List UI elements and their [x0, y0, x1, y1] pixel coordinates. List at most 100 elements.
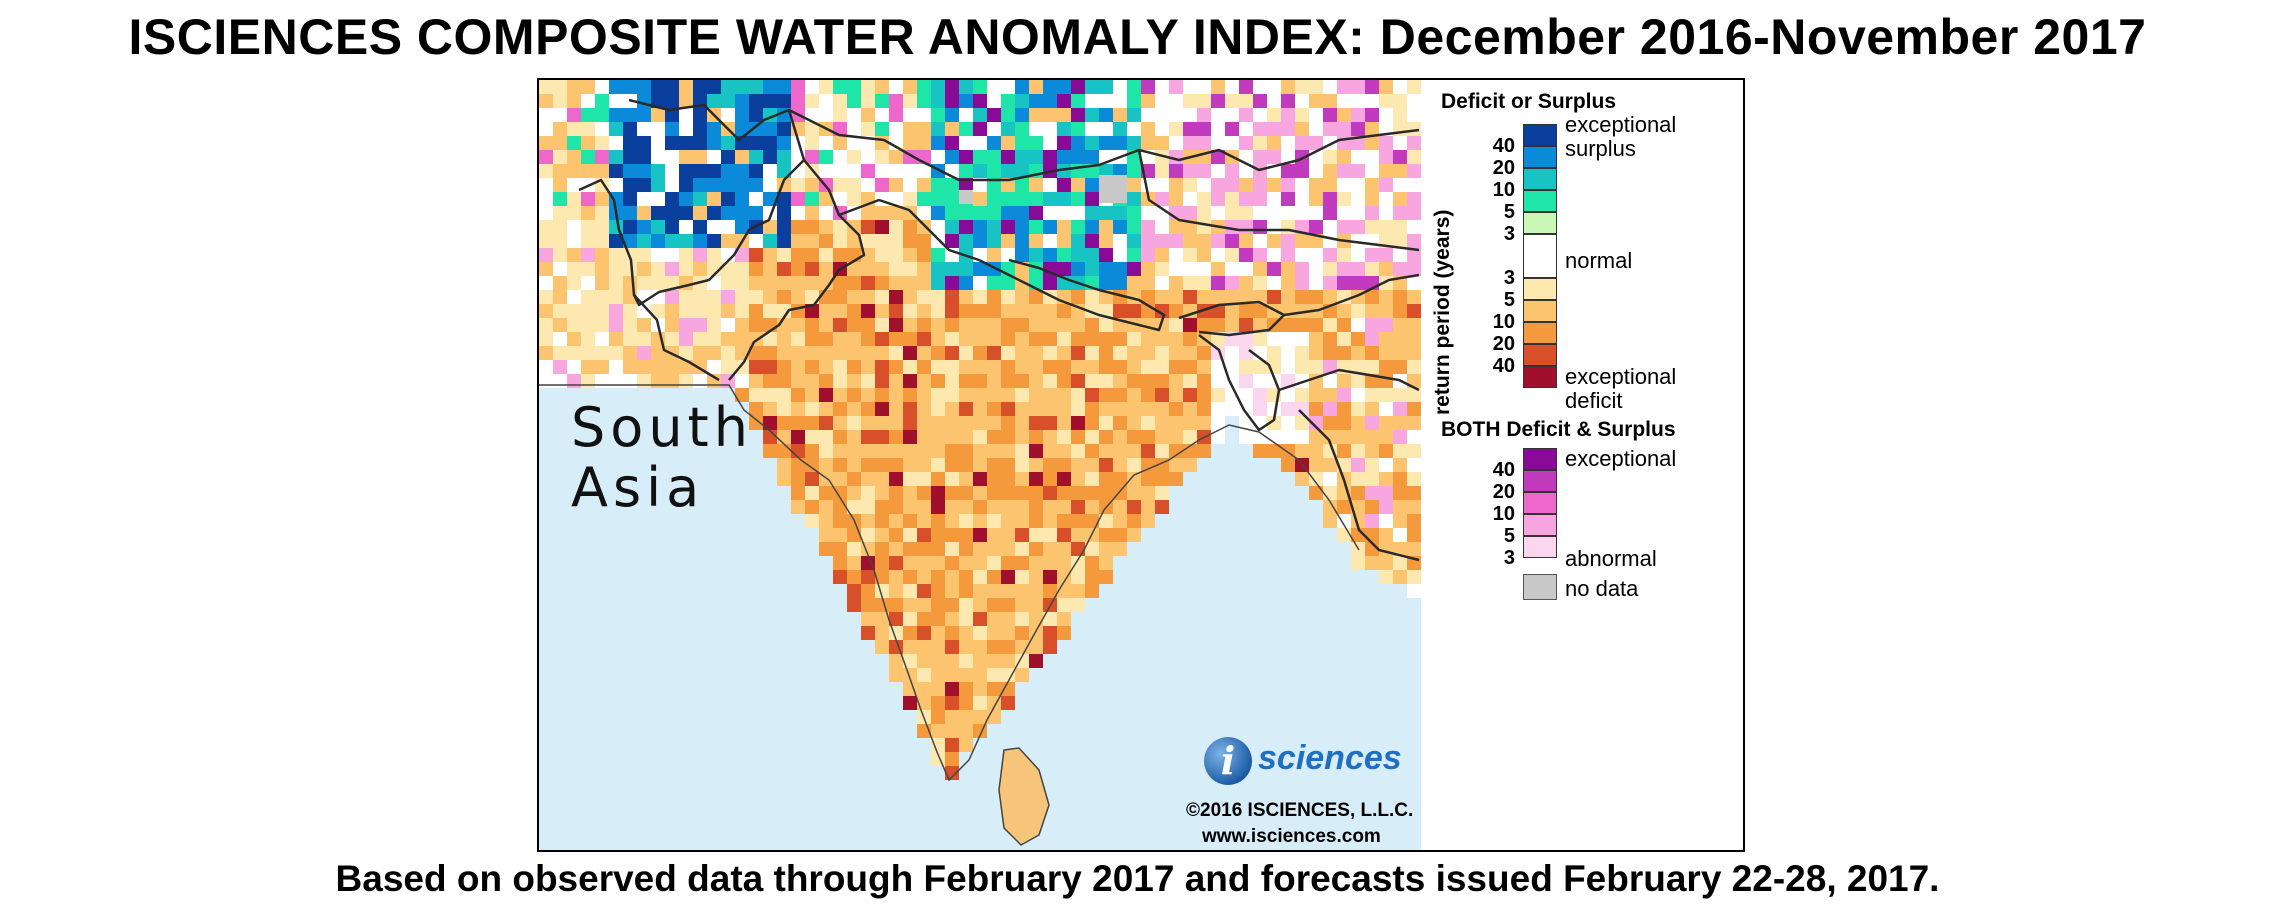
anomaly-cell [567, 164, 581, 178]
anomaly-cell [567, 136, 581, 150]
anomaly-cell [847, 164, 861, 178]
anomaly-cell [609, 94, 623, 108]
anomaly-cell [567, 192, 581, 206]
anomaly-cell [917, 458, 931, 472]
anomaly-cell [959, 304, 973, 318]
anomaly-cell [959, 444, 973, 458]
isciences-logo[interactable]: i sciences [1204, 735, 1464, 795]
anomaly-cell [1407, 570, 1421, 584]
anomaly-cell [889, 206, 903, 220]
anomaly-cell [581, 276, 595, 290]
anomaly-cell [1043, 500, 1057, 514]
anomaly-cell [1057, 388, 1071, 402]
anomaly-cell [1057, 122, 1071, 136]
anomaly-cell [553, 360, 567, 374]
anomaly-cell [945, 150, 959, 164]
anomaly-cell [1001, 318, 1015, 332]
anomaly-cell [833, 430, 847, 444]
border-afghanistan-pakistan [628, 98, 806, 307]
anomaly-cell [959, 430, 973, 444]
anomaly-cell [763, 304, 777, 318]
anomaly-cell [665, 206, 679, 220]
anomaly-cell [1267, 192, 1281, 206]
anomaly-cell [1085, 360, 1099, 374]
anomaly-cell [819, 430, 833, 444]
anomaly-cell [1281, 122, 1295, 136]
anomaly-cell [959, 234, 973, 248]
anomaly-cell [581, 150, 595, 164]
anomaly-cell [777, 234, 791, 248]
website-link[interactable]: www.isciences.com [1202, 826, 1381, 847]
anomaly-cell [1043, 220, 1057, 234]
anomaly-cell [553, 332, 567, 346]
anomaly-cell [1113, 304, 1127, 318]
anomaly-cell [1323, 472, 1337, 486]
anomaly-cell [917, 570, 931, 584]
anomaly-cell [777, 472, 791, 486]
anomaly-cell [875, 164, 889, 178]
anomaly-cell [1113, 108, 1127, 122]
anomaly-cell [917, 192, 931, 206]
anomaly-cell [1057, 192, 1071, 206]
anomaly-cell [1127, 486, 1141, 500]
anomaly-cell [945, 752, 959, 766]
anomaly-cell [1407, 444, 1421, 458]
anomaly-cell [945, 668, 959, 682]
anomaly-cell [1351, 304, 1365, 318]
anomaly-cell [875, 346, 889, 360]
anomaly-cell [721, 206, 735, 220]
anomaly-cell [819, 486, 833, 500]
anomaly-cell [959, 276, 973, 290]
anomaly-cell [1113, 388, 1127, 402]
anomaly-cell [1057, 332, 1071, 346]
anomaly-cell [889, 654, 903, 668]
anomaly-cell [973, 122, 987, 136]
anomaly-cell [707, 220, 721, 234]
anomaly-cell [1337, 444, 1351, 458]
anomaly-cell [959, 570, 973, 584]
anomaly-cell [889, 80, 903, 94]
anomaly-cell [833, 164, 847, 178]
anomaly-cell [1099, 402, 1113, 416]
anomaly-cell [903, 108, 917, 122]
anomaly-cell [553, 318, 567, 332]
anomaly-cell [763, 290, 777, 304]
border-myanmar [1278, 368, 1420, 392]
anomaly-cell [1309, 122, 1323, 136]
anomaly-cell [665, 164, 679, 178]
anomaly-cell [567, 94, 581, 108]
anomaly-cell [861, 360, 875, 374]
anomaly-cell [539, 262, 553, 276]
anomaly-cell [931, 80, 945, 94]
anomaly-cell [1407, 262, 1421, 276]
legend-swatch-no-data [1523, 574, 1557, 600]
anomaly-cell [763, 94, 777, 108]
anomaly-cell [1365, 416, 1379, 430]
anomaly-cell [1085, 500, 1099, 514]
anomaly-cell [1309, 402, 1323, 416]
anomaly-cell [945, 192, 959, 206]
anomaly-cell [847, 500, 861, 514]
anomaly-cell [889, 598, 903, 612]
anomaly-cell [1015, 346, 1029, 360]
anomaly-cell [1183, 248, 1197, 262]
anomaly-cell [1225, 94, 1239, 108]
anomaly-cell [1295, 94, 1309, 108]
anomaly-cell [819, 332, 833, 346]
anomaly-cell [693, 192, 707, 206]
anomaly-cell [973, 654, 987, 668]
anomaly-cell [651, 248, 665, 262]
anomaly-cell [1057, 458, 1071, 472]
anomaly-cell [749, 262, 763, 276]
anomaly-cell [847, 122, 861, 136]
anomaly-cell [693, 108, 707, 122]
anomaly-cell [1001, 668, 1015, 682]
anomaly-cell [917, 234, 931, 248]
anomaly-cell [609, 318, 623, 332]
border-india-east [1283, 273, 1420, 317]
anomaly-cell [1071, 262, 1085, 276]
anomaly-cell [567, 80, 581, 94]
anomaly-cell [609, 108, 623, 122]
anomaly-cell [819, 500, 833, 514]
anomaly-cell [833, 360, 847, 374]
